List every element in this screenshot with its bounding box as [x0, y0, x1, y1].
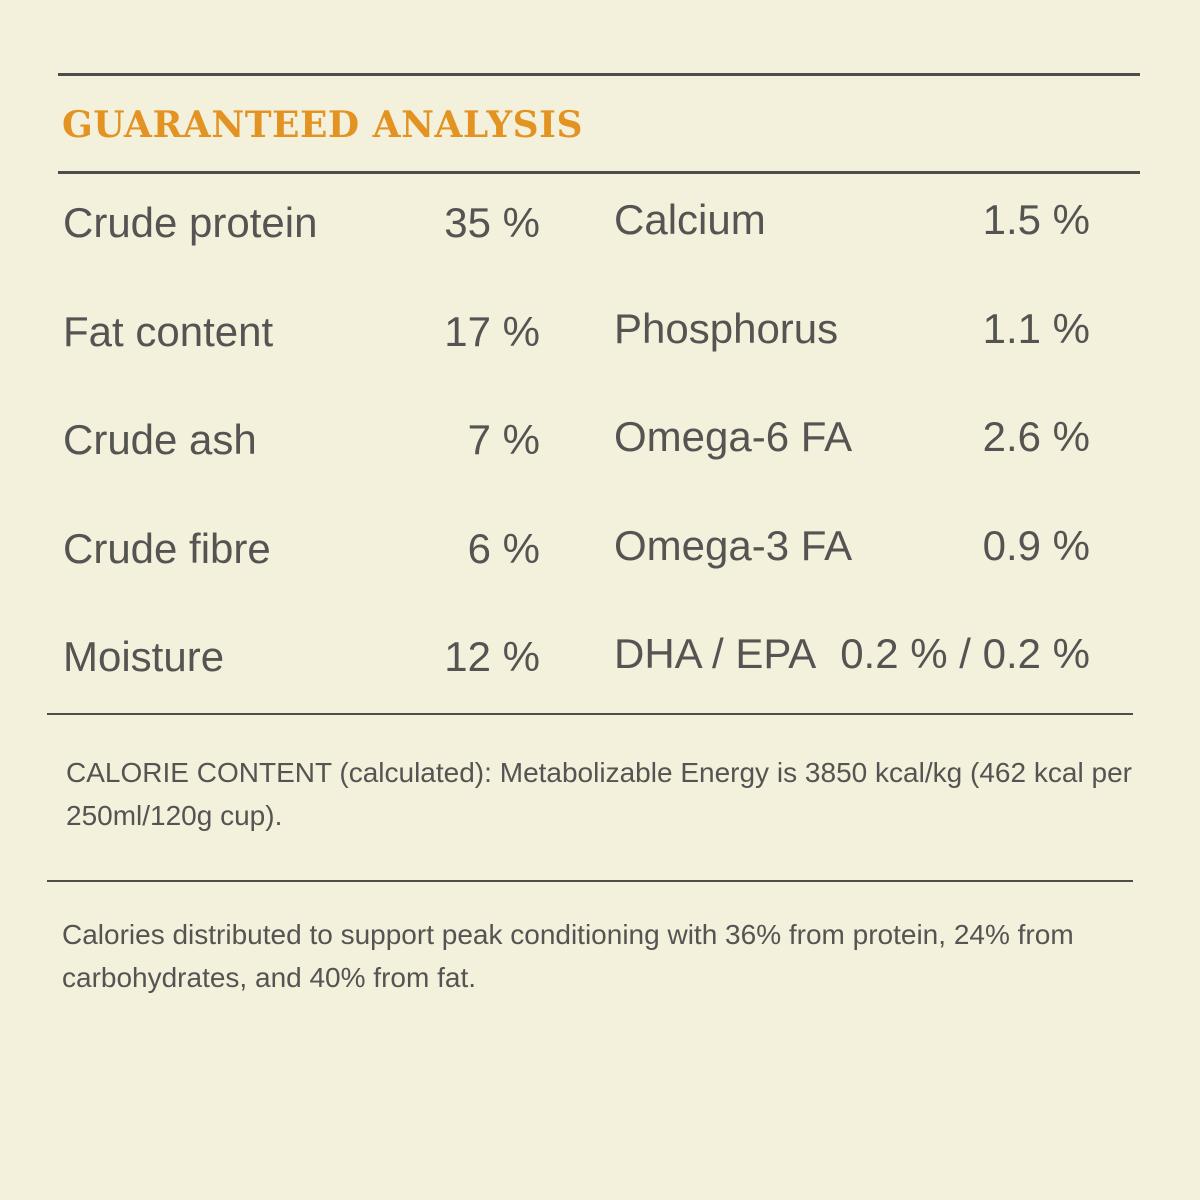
nutrient-value: 0.2 % / 0.2 % [840, 630, 1090, 677]
nutrient-label: Omega-6 FA [614, 413, 853, 460]
calorie-content: CALORIE CONTENT (calculated): Metaboliza… [66, 757, 1132, 831]
top-rule [58, 73, 1140, 76]
nutrient-value: 2.6 % [982, 413, 1090, 460]
nutrient-value: 1.5 % [982, 196, 1090, 243]
section-title: GUARANTEED ANALYSIS [62, 104, 583, 146]
nutrient-value: 7 % [467, 416, 540, 463]
nutrient-label: DHA / EPA [614, 630, 817, 677]
nutrient-label: Phosphorus [614, 304, 839, 352]
title-rule [58, 171, 1140, 174]
nutrient-value: 17 % [444, 307, 540, 355]
divider [47, 713, 1133, 715]
nutrient-value: 35 % [444, 199, 540, 246]
nutrient-label: Crude fibre [63, 524, 271, 572]
divider [47, 880, 1133, 882]
nutrient-value: 12 % [444, 633, 540, 680]
nutrient-value: 0.9 % [982, 521, 1090, 569]
nutrient-value: 1.1 % [982, 304, 1090, 352]
nutrient-label: Moisture [63, 633, 225, 680]
calorie-distribution: Calories distributed to support peak con… [62, 919, 1074, 993]
nutrient-label: Crude protein [63, 199, 318, 246]
nutrient-label: Fat content [63, 307, 274, 355]
nutrient-label: Calcium [614, 196, 766, 243]
nutrient-value: 6 % [467, 524, 540, 572]
nutrient-label: Omega-3 FA [614, 521, 853, 569]
nutrient-label: Crude ash [63, 416, 257, 463]
